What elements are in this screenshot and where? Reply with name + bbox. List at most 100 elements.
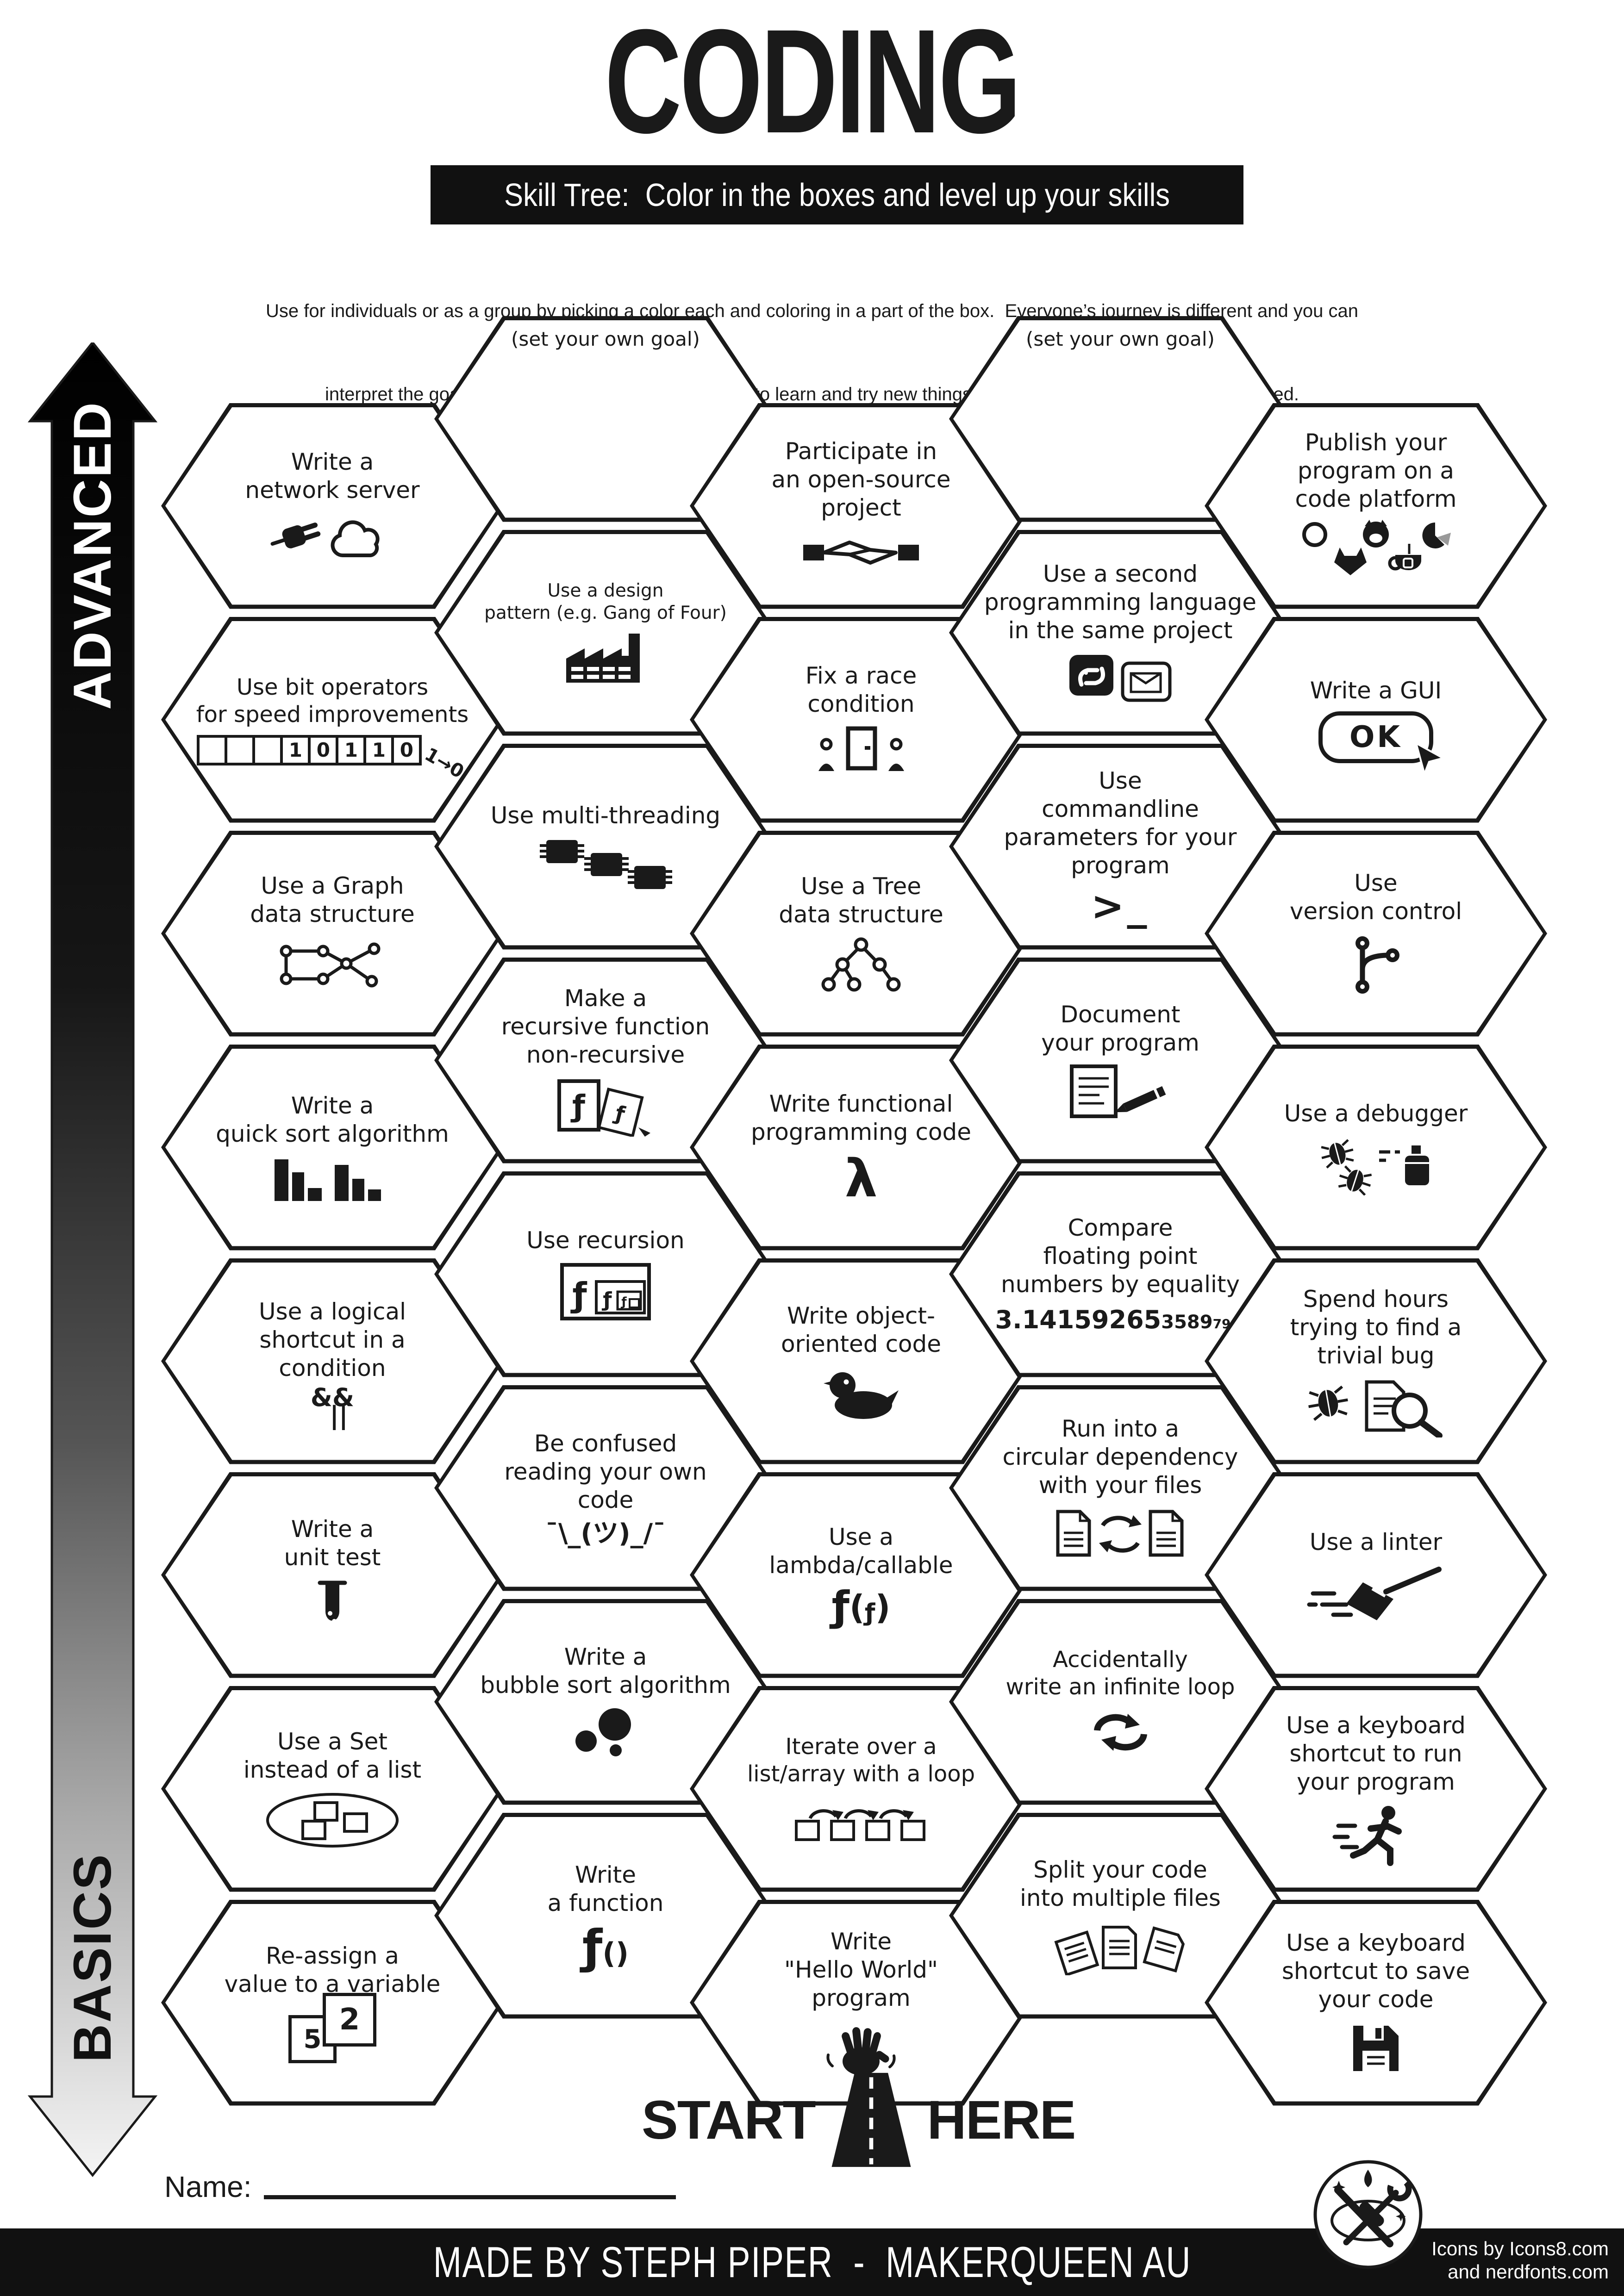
hex-content: Use multi-threading: [445, 750, 766, 943]
hex-cell-1-7: Write a function ƒ(): [434, 1812, 777, 2019]
terminal-prompt-icon: >_: [1091, 883, 1150, 929]
hex-fill: [1209, 1048, 1543, 1246]
hex-fill: [165, 834, 500, 1033]
hex-cell-4-0: Publish your program on a code platform: [1205, 403, 1547, 609]
function-cards-icon: ƒ ƒ: [552, 1076, 659, 1137]
hex-label: Use version control: [1289, 870, 1462, 925]
hex-label: Use a keyboard shortcut to run your prog…: [1286, 1711, 1466, 1795]
road-icon: [831, 2072, 911, 2167]
hex-cell-1-2: Use multi-threading: [434, 743, 777, 950]
hex-content: Publish your program on a code platform: [1216, 410, 1536, 603]
hex-label: Use commandline parameters for your prog…: [1004, 767, 1237, 879]
hex-fill: [165, 1048, 500, 1246]
hex-cell-3-1: Use a second programming language in the…: [949, 529, 1292, 736]
circular-dependency-icon: [1051, 1506, 1190, 1562]
hex-cell-4-2: Use version control: [1205, 830, 1547, 1037]
lambda-icon: λ: [844, 1149, 878, 1209]
name-field: Name:: [164, 2170, 676, 2204]
hex-content: (set your own goal): [445, 323, 766, 516]
hex-label: Use a debugger: [1284, 1100, 1468, 1127]
loop-array-icon: [792, 1794, 931, 1844]
hex-label: Iterate over a list/array with a loop: [747, 1734, 975, 1787]
hex-label: Write a bubble sort algorithm: [480, 1643, 731, 1699]
hex-content: (set your own goal): [960, 323, 1280, 516]
hex-fill: [165, 621, 500, 819]
svg-text:ƒ: ƒ: [570, 1276, 587, 1314]
poster-title: CODING: [605, 0, 1021, 164]
bug-search-icon: [1304, 1376, 1448, 1437]
tree-structure-icon: [810, 935, 912, 995]
hex-fill: [165, 1690, 500, 1888]
hex-content: Write "Hello World" program: [701, 1906, 1021, 2099]
factory-icon: [559, 631, 652, 685]
hex-content: Use a second programming language in the…: [960, 536, 1280, 729]
hex-fill: [1209, 834, 1543, 1033]
hex-content: Iterate over a list/array with a loop: [701, 1692, 1021, 1885]
hex-label: Write a GUI: [1310, 677, 1442, 704]
hex-label: Write "Hello World" program: [784, 1928, 938, 2011]
hex-label: Compare floating point numbers by equali…: [1000, 1214, 1240, 1298]
hex-label: Write a unit test: [284, 1516, 381, 1571]
hex-fill: [1209, 621, 1543, 819]
hex-content: Run into a circular dependency with your…: [960, 1392, 1280, 1585]
broom-icon: [1306, 1563, 1445, 1622]
plug-cloud-icon: [263, 511, 402, 564]
waving-hand-icon: [824, 2019, 898, 2078]
hex-content: Use version control: [1216, 837, 1536, 1030]
hex-label: Split your code into multiple files: [1020, 1856, 1221, 1911]
hex-label: Re-assign a value to a variable: [224, 1942, 441, 1997]
ok-button-icon: OK: [1318, 711, 1446, 777]
hex-label: Write a quick sort algorithm: [216, 1092, 449, 1147]
hex-content: Write a quick sort algorithm: [172, 1051, 493, 1244]
graph-nodes-icon: [268, 935, 397, 995]
hex-cell-0-4: Use a logical shortcut in a condition &&…: [161, 1258, 504, 1464]
svg-text:ƒ: ƒ: [601, 1288, 612, 1312]
hex-content: Participate in an open-source project: [701, 410, 1021, 603]
hex-content: Use a linter: [1216, 1479, 1536, 1672]
hex-label: Use a Set instead of a list: [243, 1728, 422, 1783]
hex-cell-4-7: Use a keyboard shortcut to save your cod…: [1205, 1899, 1547, 2106]
split-files-icon: [1049, 1919, 1192, 1975]
hex-label: Use multi-threading: [490, 802, 721, 829]
function-icon: ƒ(): [582, 1920, 629, 1974]
name-underline: [263, 2195, 676, 2199]
hex-fill: [165, 1262, 500, 1460]
advanced-label: ADVANCED: [63, 401, 122, 710]
svg-text:ƒ: ƒ: [570, 1089, 586, 1124]
hex-content: Write a GUI OK: [1216, 623, 1536, 816]
sorted-bars-icon: [270, 1155, 395, 1203]
set-ellipse-icon: [263, 1791, 402, 1850]
document-pencil-icon: [1062, 1064, 1178, 1120]
hex-cell-4-1: Write a GUI OK: [1205, 616, 1547, 823]
hex-label: Use a lambda/callable: [769, 1524, 953, 1579]
tools-logo-icon: [1313, 2160, 1423, 2269]
hex-cell-4-4: Spend hours trying to find a trivial bug: [1205, 1258, 1547, 1464]
hex-label: (set your own goal): [511, 327, 700, 350]
hex-content: Write functional programming code λ: [701, 1051, 1021, 1244]
hex-content: Make a recursive function non-recursive …: [445, 964, 766, 1157]
start-label: START: [642, 2089, 816, 2151]
hex-cell-4-5: Use a linter: [1205, 1472, 1547, 1678]
poster-header: CODING: [0, 0, 1624, 164]
icons-credit: Icons by Icons8.com and nerdfonts.com: [1414, 2237, 1609, 2283]
hex-label: Write a network server: [245, 448, 420, 504]
hex-content: Use a logical shortcut in a condition &&…: [172, 1265, 493, 1458]
hex-cell-4-6: Use a keyboard shortcut to run your prog…: [1205, 1686, 1547, 1892]
hex-label: Use a logical shortcut in a condition: [259, 1298, 406, 1381]
hex-cell-0-3: Write a quick sort algorithm: [161, 1044, 504, 1251]
hex-label: Write object- oriented code: [781, 1302, 942, 1357]
race-condition-icon: [806, 725, 917, 778]
hex-content: Fix a race condition: [701, 623, 1021, 816]
bubbles-icon: [564, 1706, 647, 1761]
hex-content: Accidentally write an infinite loop: [960, 1605, 1280, 1798]
infinite-loop-icon: [1082, 1707, 1159, 1757]
hex-content: Use a Tree data structure: [701, 837, 1021, 1030]
debugger-icon: [1309, 1134, 1443, 1195]
hex-content: Use bit operators for speed improvements…: [172, 623, 493, 816]
hex-content: Use a debugger: [1216, 1051, 1536, 1244]
hex-label: Use bit operators for speed improvements: [196, 674, 469, 728]
credit-text: MADE BY STEPH PIPER - MAKERQUEEN AU: [433, 2238, 1191, 2286]
hex-cell-2-5: Use a lambda/callable ƒ(ƒ): [690, 1472, 1032, 1678]
hex-cell-3-5: Run into a circular dependency with your…: [949, 1385, 1292, 1591]
hex-label: Write a function: [547, 1861, 664, 1916]
